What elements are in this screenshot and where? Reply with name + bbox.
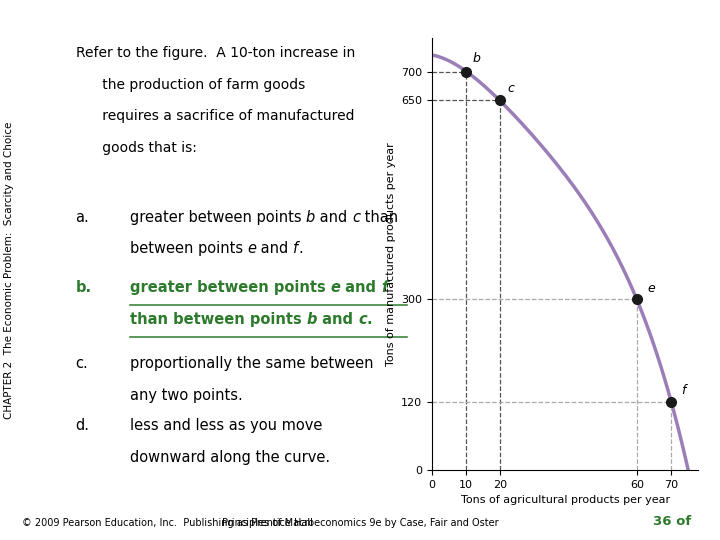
Text: than between points: than between points bbox=[130, 312, 307, 327]
Text: .: . bbox=[298, 241, 303, 256]
Text: proportionally the same between: proportionally the same between bbox=[130, 356, 373, 370]
Text: f: f bbox=[681, 384, 685, 397]
X-axis label: Tons of agricultural products per year: Tons of agricultural products per year bbox=[461, 495, 670, 505]
Text: and: and bbox=[256, 241, 293, 256]
Text: and: and bbox=[315, 210, 352, 225]
Text: e: e bbox=[248, 241, 256, 256]
Text: f: f bbox=[382, 280, 388, 295]
Text: and: and bbox=[317, 312, 358, 327]
Text: than: than bbox=[360, 210, 398, 225]
Text: requires a sacrifice of manufactured: requires a sacrifice of manufactured bbox=[76, 110, 354, 124]
Text: Principles of Macroeconomics 9e by Case, Fair and Oster: Principles of Macroeconomics 9e by Case,… bbox=[222, 518, 498, 528]
Text: Refer to the figure.  A 10-ton increase in: Refer to the figure. A 10-ton increase i… bbox=[76, 46, 355, 60]
Text: greater between points: greater between points bbox=[130, 210, 306, 225]
Text: greater between points: greater between points bbox=[130, 280, 330, 295]
Text: a.: a. bbox=[76, 210, 89, 225]
Text: goods that is:: goods that is: bbox=[76, 141, 197, 156]
Text: b.: b. bbox=[76, 280, 91, 295]
Text: .: . bbox=[366, 312, 372, 327]
Text: c.: c. bbox=[76, 356, 89, 370]
Text: c: c bbox=[352, 210, 360, 225]
Text: between points: between points bbox=[130, 241, 248, 256]
Text: c: c bbox=[507, 82, 514, 94]
Text: b: b bbox=[307, 312, 317, 327]
Text: e: e bbox=[330, 280, 341, 295]
Text: f: f bbox=[293, 241, 298, 256]
Text: d.: d. bbox=[76, 417, 89, 433]
Text: the production of farm goods: the production of farm goods bbox=[76, 78, 305, 92]
Text: any two points.: any two points. bbox=[130, 388, 243, 402]
Text: and: and bbox=[341, 280, 382, 295]
Text: b: b bbox=[473, 52, 481, 65]
Text: e: e bbox=[647, 282, 655, 295]
Text: CHAPTER 2  The Economic Problem:  Scarcity and Choice: CHAPTER 2 The Economic Problem: Scarcity… bbox=[4, 122, 14, 418]
Text: 36 of: 36 of bbox=[653, 515, 691, 528]
Text: c: c bbox=[358, 312, 366, 327]
Text: less and less as you move: less and less as you move bbox=[130, 417, 322, 433]
Text: downward along the curve.: downward along the curve. bbox=[130, 449, 330, 464]
Text: © 2009 Pearson Education, Inc.  Publishing as Prentice Hall: © 2009 Pearson Education, Inc. Publishin… bbox=[22, 518, 312, 528]
Text: b: b bbox=[306, 210, 315, 225]
Y-axis label: Tons of manufactured products per year: Tons of manufactured products per year bbox=[386, 142, 395, 366]
